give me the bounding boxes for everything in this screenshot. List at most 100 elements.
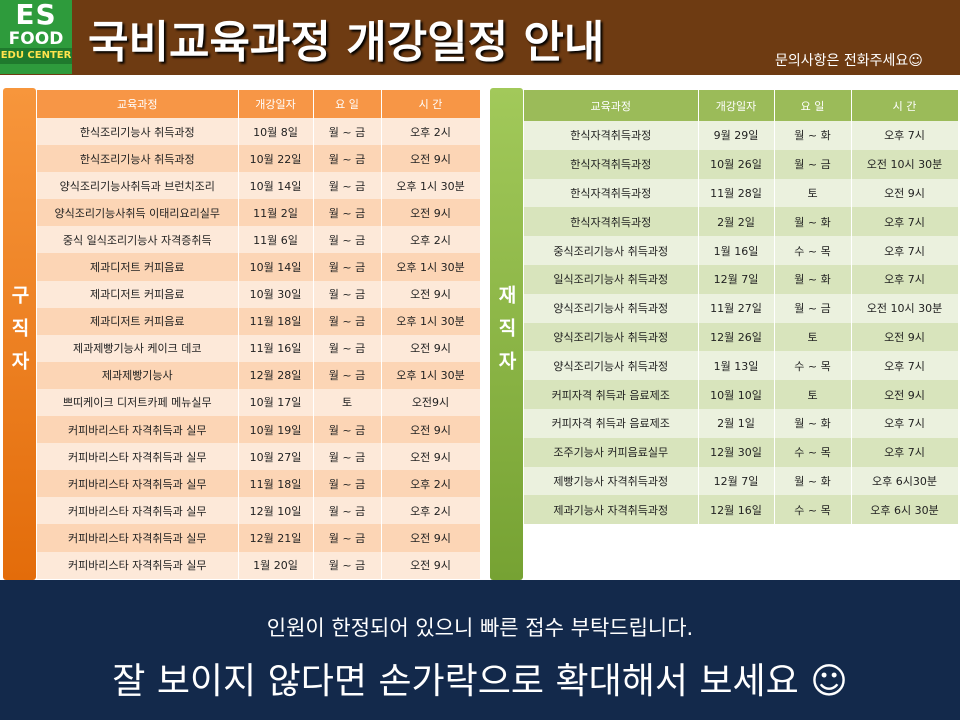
table-cell: 오후 1시 30분 [381, 253, 481, 281]
table-cell: 오후 7시 [851, 207, 959, 237]
table-cell: 중식 일식조리기능사 자격증취득 [37, 226, 239, 254]
table-cell: 오전 9시 [381, 145, 481, 173]
table-cell: 2월 1일 [698, 408, 775, 438]
table-row: 양식조리기능사 취득과정 11월 27일 월 ~ 금 오전 10시 30분 [524, 293, 959, 323]
table-cell: 월 ~ 금 [313, 280, 382, 308]
table-cell: 제빵기능사 자격취득과정 [524, 466, 699, 496]
side-label-box: 재직자 [490, 88, 523, 580]
table-cell: 10월 14일 [238, 253, 314, 281]
table-row: 한식자격취득과정 10월 26일 월 ~ 금 오전 10시 30분 [524, 149, 959, 179]
table-cell: 한식자격취득과정 [524, 178, 699, 208]
table-row: 제과제빵기능사 12월 28일 월 ~ 금 오후 1시 30분 [37, 361, 481, 389]
table-row: 제과디저트 커피음료 11월 18일 월 ~ 금 오후 1시 30분 [37, 307, 481, 335]
table-cell: 10월 14일 [238, 172, 314, 200]
table-cell: 오전 9시 [851, 178, 959, 208]
table-cell: 12월 30일 [698, 437, 775, 467]
table-cell: 오전 9시 [381, 524, 481, 552]
table-row: 커피바리스타 자격취득과 실무 10월 19일 월 ~ 금 오전 9시 [37, 416, 481, 444]
table-cell: 월 ~ 금 [313, 470, 382, 498]
table-cell: 양식조리기능사 취득과정 [524, 351, 699, 381]
table-cell: 월 ~ 금 [313, 416, 382, 444]
table-cell: 오후 6시30분 [851, 466, 959, 496]
logo-text: EDU CENTER [0, 48, 72, 64]
table-row: 중식 일식조리기능사 자격증취득 11월 6일 월 ~ 금 오후 2시 [37, 226, 481, 254]
table-cell: 1월 13일 [698, 351, 775, 381]
table-cell: 수 ~ 목 [774, 236, 852, 265]
title: 국비교육과정 개강일정 안내 [88, 17, 605, 68]
logo: ES FOOD EDU CENTER [0, 0, 72, 74]
table-cell: 오후 2시 [381, 226, 481, 254]
table-cell: 월 ~ 화 [774, 408, 852, 438]
table-cell: 오후 7시 [851, 351, 959, 381]
table-cell: 월 ~ 금 [774, 149, 852, 179]
table-cell: 커피바리스타 자격취득과 실무 [37, 470, 239, 498]
table-cell: 토 [774, 380, 852, 409]
table-cell: 11월 28일 [698, 178, 775, 208]
table-cell: 제과제빵기능사 [37, 361, 239, 389]
table-cell: 2월 2일 [698, 207, 775, 237]
column-header: 요 일 [313, 90, 382, 118]
table-cell: 12월 7일 [698, 466, 775, 496]
table-cell: 일식조리기능사 취득과정 [524, 264, 699, 294]
table-cell: 오전 9시 [381, 416, 481, 444]
table-cell: 월 ~ 화 [774, 466, 852, 496]
table-cell: 오후 2시 [381, 470, 481, 498]
table-cell: 1월 20일 [238, 551, 314, 579]
table-cell: 12월 28일 [238, 361, 314, 389]
table-cell: 한식조리기능사 취득과정 [37, 145, 239, 173]
table-row: 중식조리기능사 취득과정 1월 16일 수 ~ 목 오후 7시 [524, 236, 959, 265]
table-cell: 한식자격취득과정 [524, 121, 699, 150]
table-cell: 오후 1시 30분 [381, 361, 481, 389]
table-cell: 오후 7시 [851, 236, 959, 265]
table-row: 커피바리스타 자격취득과 실무 10월 27일 월 ~ 금 오전 9시 [37, 443, 481, 471]
table-cell: 오전 9시 [381, 280, 481, 308]
table-row: 제과디저트 커피음료 10월 30일 월 ~ 금 오전 9시 [37, 280, 481, 308]
table-cell: 10월 19일 [238, 416, 314, 444]
table-cell: 오전 9시 [851, 322, 959, 352]
table-cell: 9월 29일 [698, 121, 775, 150]
table-row: 양식조리기능사 취득과정 12월 26일 토 오전 9시 [524, 322, 959, 352]
table-cell: 11월 27일 [698, 293, 775, 323]
table-cell: 오전 9시 [851, 380, 959, 409]
side-label: 구직자 [8, 284, 30, 384]
table-cell: 10월 8일 [238, 118, 314, 146]
table-cell: 커피자격 취득과 음료제조 [524, 380, 699, 409]
table-cell: 12월 7일 [698, 264, 775, 294]
table-cell: 월 ~ 금 [313, 524, 382, 552]
table-cell: 커피바리스타 자격취득과 실무 [37, 551, 239, 579]
table-cell: 11월 16일 [238, 334, 314, 362]
table-row: 한식자격취득과정 11월 28일 토 오전 9시 [524, 178, 959, 208]
table-cell: 월 ~ 금 [313, 361, 382, 389]
table-cell: 한식자격취득과정 [524, 149, 699, 179]
logo-text: ES [15, 0, 57, 31]
table-row: 일식조리기능사 취득과정 12월 7일 월 ~ 화 오후 7시 [524, 264, 959, 294]
table-cell: 10월 17일 [238, 388, 314, 417]
table-cell: 제과기능사 자격취득과정 [524, 495, 699, 525]
table-cell: 11월 18일 [238, 307, 314, 335]
table-cell: 월 ~ 금 [313, 172, 382, 200]
table-cell: 월 ~ 금 [313, 497, 382, 525]
table-cell: 10월 10일 [698, 380, 775, 409]
header-bar: ES FOOD EDU CENTER 국비교육과정 개강일정 안내 문의사항은 … [0, 0, 960, 75]
footer-text: 잘 보이지 않다면 손가락으로 확대해서 보세요 ☺ [112, 661, 848, 702]
table-cell: 12월 16일 [698, 495, 775, 525]
table-cell: 오후 1시 30분 [381, 172, 481, 200]
table-cell: 토 [313, 388, 382, 417]
table-cell: 월 ~ 금 [313, 253, 382, 281]
logo-text: FOOD [8, 29, 64, 49]
table-cell: 토 [774, 322, 852, 352]
table-row: 커피바리스타 자격취득과 실무 1월 20일 월 ~ 금 오전 9시 [37, 551, 481, 579]
table-row: 제과디저트 커피음료 10월 14일 월 ~ 금 오후 1시 30분 [37, 253, 481, 281]
footer: 인원이 한정되어 있으니 빠른 접수 부탁드립니다. 잘 보이지 않다면 손가락… [0, 580, 960, 720]
table-row: 쁘띠케이크 디저트카페 메뉴실무 10월 17일 토 오전9시 [37, 388, 481, 417]
table-cell: 오후 6시 30분 [851, 495, 959, 525]
column-header: 시 간 [381, 90, 481, 118]
table-cell: 월 ~ 금 [313, 551, 382, 579]
table-row: 제과제빵기능사 케이크 데코 11월 16일 월 ~ 금 오전 9시 [37, 334, 481, 362]
table-row: 제빵기능사 자격취득과정 12월 7일 월 ~ 화 오후 6시30분 [524, 466, 959, 496]
table-row: 양식조리기능사취득 이태리요리실무 11월 2일 월 ~ 금 오전 9시 [37, 199, 481, 227]
table-cell: 월 ~ 금 [313, 226, 382, 254]
